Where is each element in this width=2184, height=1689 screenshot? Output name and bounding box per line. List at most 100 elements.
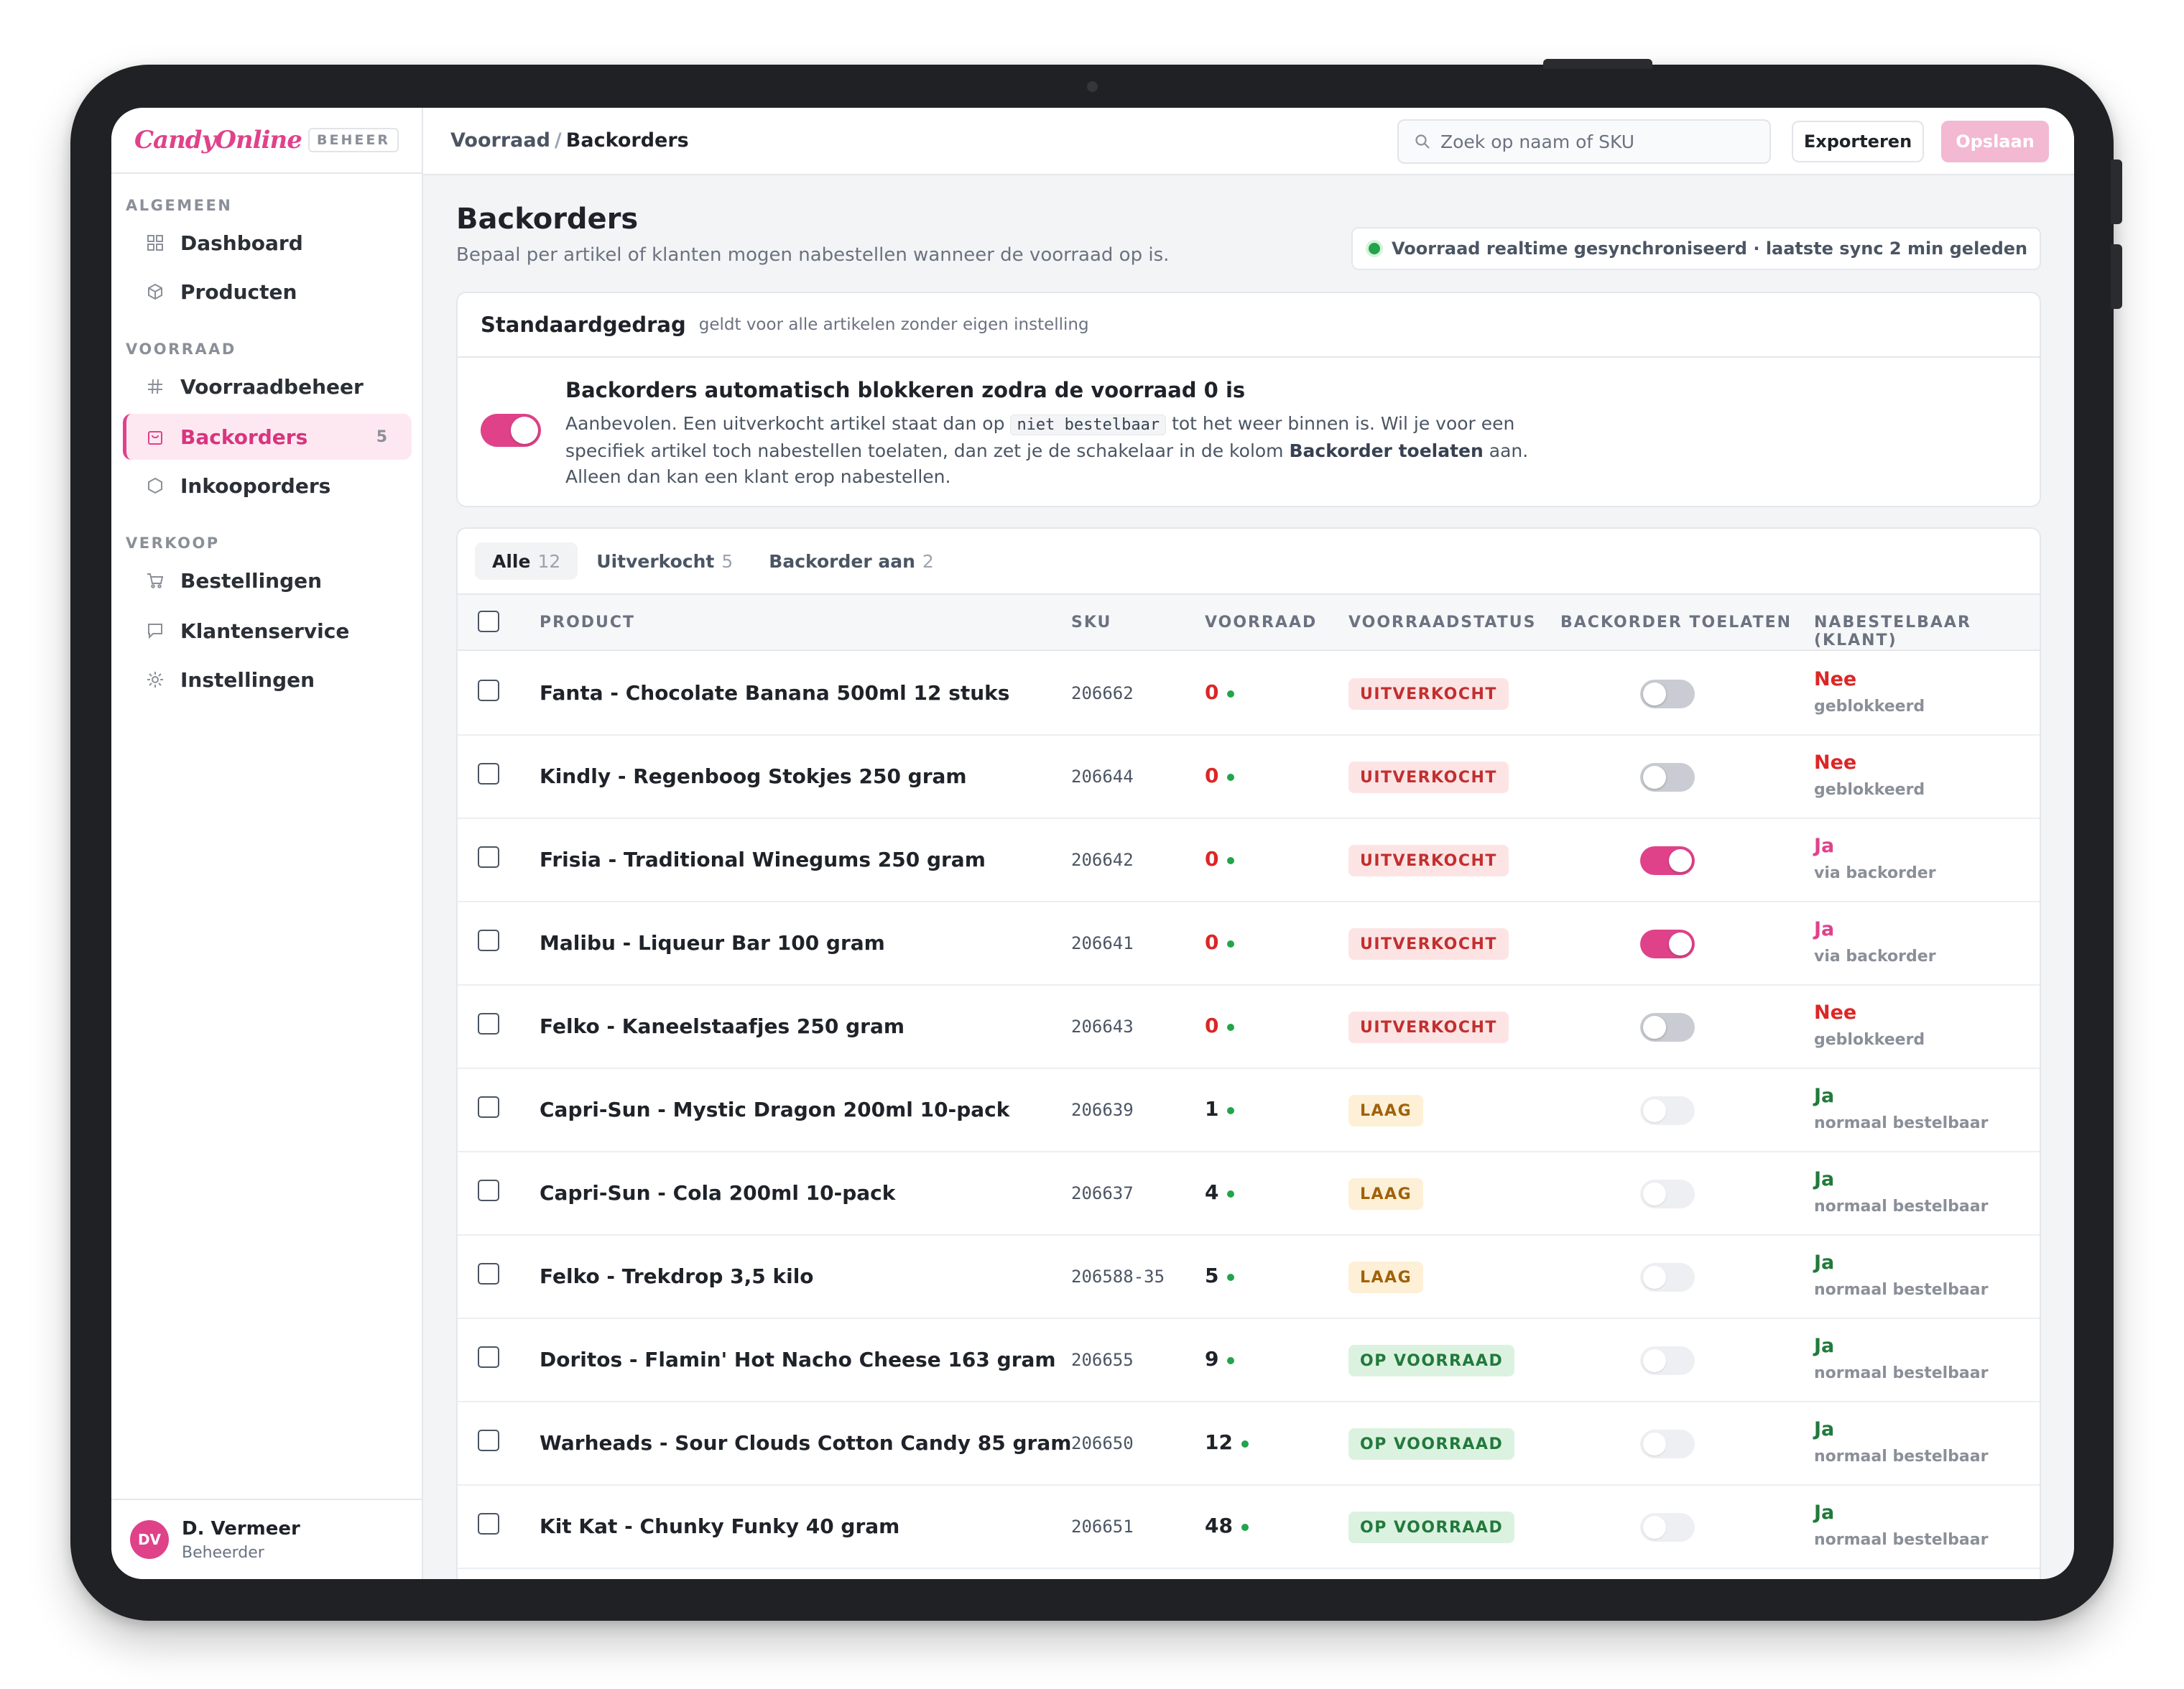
column-header-backorder[interactable]: BACKORDER TOELATEN	[1560, 614, 1792, 631]
backorder-toggle[interactable]	[1640, 680, 1695, 708]
toggle-knob	[1643, 1516, 1666, 1539]
sidebar-item-bestellingen[interactable]: Bestellingen	[123, 557, 412, 603]
row-checkbox[interactable]	[478, 930, 499, 951]
table-row[interactable]: Warheads - Sour Clouds Cotton Candy 85 g…	[458, 1402, 2040, 1486]
product-name[interactable]: Capri-Sun - Cola 200ml 10-pack	[540, 1181, 896, 1205]
column-header-stock-status[interactable]: VOORRAADSTATUS	[1348, 614, 1537, 631]
product-name[interactable]: Kit Kat - Chunky Funky 40 gram	[540, 1514, 900, 1538]
row-checkbox[interactable]	[478, 1180, 499, 1201]
sidebar-item-label: Producten	[180, 279, 297, 304]
stock-cell: 48	[1205, 1514, 1249, 1537]
sync-status-badge: Voorraad realtime gesynchroniseerd · laa…	[1351, 227, 2041, 270]
export-button[interactable]: Exporteren	[1792, 121, 1924, 162]
row-checkbox[interactable]	[478, 1013, 499, 1035]
row-checkbox[interactable]	[478, 763, 499, 785]
user-profile[interactable]: DV D. Vermeer Beheerder	[111, 1499, 423, 1579]
sku-value: 206643	[1071, 1017, 1134, 1037]
gear-icon	[144, 669, 166, 690]
backorder-toggle[interactable]	[1640, 846, 1695, 875]
sidebar-item-label: Inkooporders	[180, 473, 331, 498]
search-box[interactable]	[1397, 119, 1771, 164]
table-row[interactable]: Malibu - Liqueur Bar 100 gram 206641 0 UITV…	[458, 902, 2040, 986]
backorder-toggle[interactable]	[1640, 763, 1695, 792]
row-checkbox[interactable]	[478, 1513, 499, 1535]
tab-backorder-aan[interactable]: Backorder aan 2	[751, 542, 951, 580]
tab-label: Uitverkocht	[596, 550, 715, 572]
row-checkbox[interactable]	[478, 1096, 499, 1118]
nav-section-algemeen: ALGEMEEN	[126, 197, 233, 214]
product-name[interactable]: Felko - Kaneelstaafjes 250 gram	[540, 1014, 905, 1038]
toggle-knob	[511, 417, 538, 444]
tablet-volume-down-button	[2111, 244, 2122, 309]
sidebar-item-dashboard[interactable]: Dashboard	[123, 220, 412, 266]
sidebar-item-backorders[interactable]: Backorders 5	[123, 414, 412, 460]
tab-uitverkocht[interactable]: Uitverkocht 5	[579, 542, 750, 580]
table-row[interactable]: Frisia - Traditional Winegums 250 gram 20…	[458, 819, 2040, 902]
bag-icon	[144, 426, 166, 448]
table-row[interactable]: Doritos - Flamin' Hot Nacho Cheese 163 g…	[458, 1319, 2040, 1402]
availability-note: geblokkeerd	[1814, 698, 1925, 716]
sku-value: 206642	[1071, 850, 1134, 870]
sidebar-item-label: Instellingen	[180, 667, 315, 692]
tab-alle[interactable]: Alle 12	[475, 542, 578, 580]
product-name[interactable]: Fanta - Chocolate Banana 500ml 12 stuks	[540, 681, 1010, 705]
row-checkbox[interactable]	[478, 1346, 499, 1368]
backorders-count-badge: 5	[376, 427, 387, 446]
table-row[interactable]: Felko - Kaneelstaafjes 250 gram 206643 0 UI…	[458, 986, 2040, 1069]
sidebar-item-producten[interactable]: Producten	[123, 269, 412, 315]
row-checkbox[interactable]	[478, 1263, 499, 1285]
table-row[interactable]: Capri-Sun - Mystic Dragon 200ml 10-pack 2…	[458, 1069, 2040, 1152]
save-button[interactable]: Opslaan	[1941, 121, 2049, 162]
sku-value: 206588-35	[1071, 1267, 1165, 1287]
select-all-checkbox[interactable]	[478, 611, 499, 632]
sku-value: 206639	[1071, 1100, 1134, 1120]
stock-sync-dot	[1227, 1106, 1235, 1114]
tablet-volume-up-button	[2111, 159, 2122, 224]
product-name[interactable]: Warheads - Sour Clouds Cotton Candy 85 g…	[540, 1431, 1072, 1455]
desc-text-2: tot het weer binnen is. Wil je voor een …	[565, 413, 1515, 461]
column-header-product[interactable]: PRODUCT	[540, 614, 636, 631]
page-title: Backorders	[456, 203, 639, 236]
availability-cell: Ja normaal bestelbaar	[1814, 1335, 1988, 1382]
stock-sync-dot	[1227, 773, 1235, 781]
backorder-toggle[interactable]	[1640, 1013, 1695, 1042]
tablet-power-button	[1543, 59, 1652, 69]
app-screen: CandyOnline BEHEER ALGEMEEN Dashboard Pr…	[111, 108, 2074, 1579]
product-name[interactable]: Felko - Trekdrop 3,5 kilo	[540, 1264, 814, 1288]
row-checkbox[interactable]	[478, 680, 499, 701]
table-row[interactable]: Kit Kat - Chunky Funky 40 gram 206651 48 OP…	[458, 1486, 2040, 1569]
row-checkbox[interactable]	[478, 1430, 499, 1451]
stock-cell: 12	[1205, 1430, 1249, 1454]
availability-note: normaal bestelbaar	[1814, 1198, 1989, 1216]
row-checkbox[interactable]	[478, 846, 499, 868]
sidebar-item-klantenservice[interactable]: Klantenservice	[123, 608, 412, 654]
product-name[interactable]: Doritos - Flamin' Hot Nacho Cheese 163 g…	[540, 1348, 1056, 1371]
product-name[interactable]: Kindly - Regenboog Stokjes 250 gram	[540, 764, 967, 788]
table-row[interactable]: Capri-Sun - Cola 200ml 10-pack 206637 4 LAA…	[458, 1152, 2040, 1236]
product-name[interactable]: Capri-Sun - Mystic Dragon 200ml 10-pack	[540, 1098, 1010, 1121]
nav-section-verkoop: VERKOOP	[126, 535, 220, 552]
table-row[interactable]: Fanta - Chocolate Banana 500ml 12 stuks 2…	[458, 652, 2040, 736]
stock-status-badge: OP VOORRAAD	[1348, 1428, 1515, 1460]
column-header-available[interactable]: NABESTELBAAR (KLANT)	[1814, 614, 1971, 649]
backorder-toggle[interactable]	[1640, 930, 1695, 958]
product-name[interactable]: Malibu - Liqueur Bar 100 gram	[540, 931, 885, 955]
brand-logo[interactable]: CandyOnline	[134, 126, 302, 154]
breadcrumb-current: Backorders	[565, 129, 689, 152]
breadcrumb-parent[interactable]: Voorraad	[450, 129, 550, 152]
table-row[interactable]: Felko - Trekdrop 3,5 kilo 206588-35 5 LAAG J…	[458, 1236, 2040, 1319]
toggle-knob	[1643, 682, 1666, 705]
stock-value: 5	[1205, 1264, 1219, 1287]
column-header-stock[interactable]: VOORRAAD	[1205, 614, 1318, 631]
table-row[interactable]: Kindly - Regenboog Stokjes 250 gram 20664…	[458, 736, 2040, 819]
search-input[interactable]	[1440, 131, 1757, 152]
column-header-sku[interactable]: SKU	[1071, 614, 1112, 631]
sidebar-item-instellingen[interactable]: Instellingen	[123, 657, 412, 703]
sidebar-item-inkooporders[interactable]: Inkooporders	[123, 463, 412, 509]
topbar: Voorraad/Backorders Exporteren Opslaan	[423, 108, 2074, 175]
stock-value: 0	[1205, 680, 1219, 704]
product-name[interactable]: Frisia - Traditional Winegums 250 gram	[540, 848, 986, 871]
auto-block-toggle[interactable]	[481, 414, 541, 447]
stock-sync-dot	[1227, 1273, 1235, 1281]
sidebar-item-voorraadbeheer[interactable]: Voorraadbeheer	[123, 364, 412, 409]
